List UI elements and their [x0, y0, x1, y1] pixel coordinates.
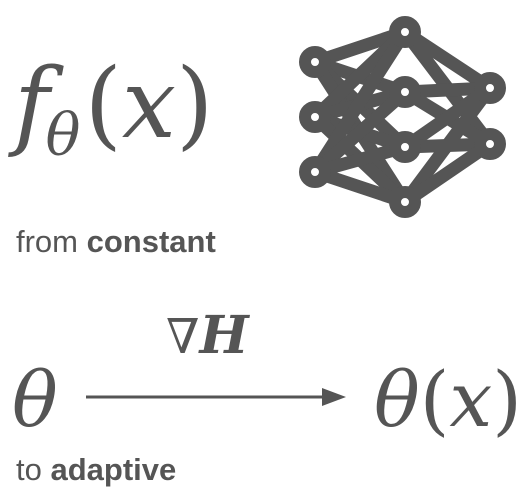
network-node	[389, 76, 421, 108]
caption-to-adaptive: to adaptive	[16, 452, 176, 488]
network-node	[389, 186, 421, 218]
theta-symbol: θ	[374, 355, 420, 444]
arrow-head-icon	[322, 388, 346, 406]
network-node	[299, 156, 331, 188]
network-edge	[308, 25, 412, 179]
network-node	[389, 131, 421, 163]
network-edge	[398, 137, 497, 209]
network-node	[389, 16, 421, 48]
theta-constant: θ	[12, 355, 58, 444]
neural-network-icon	[299, 16, 506, 218]
caption-adaptive-bold: adaptive	[50, 452, 177, 487]
network-edge	[398, 81, 497, 209]
variable-h: H	[199, 305, 249, 366]
theta-of-x: θ(x)	[374, 362, 517, 438]
theta-subscript: θ	[45, 101, 81, 169]
network-node	[474, 128, 506, 160]
caption-from-constant: from constant	[16, 224, 216, 260]
open-paren-right: (	[419, 355, 450, 444]
network-node	[474, 72, 506, 104]
argument-x-right: x	[449, 355, 493, 444]
network-node	[299, 101, 331, 133]
caption-to-text: to	[16, 452, 51, 487]
network-node	[299, 46, 331, 78]
gradient-label: ∇H	[166, 310, 249, 362]
function-symbol: f	[14, 48, 50, 160]
caption-from-text: from	[16, 224, 87, 259]
argument-x: x	[121, 48, 177, 160]
close-paren-right: )	[492, 355, 517, 444]
close-paren: )	[176, 48, 214, 160]
network-edge	[308, 85, 412, 179]
caption-constant-bold: constant	[86, 224, 216, 259]
open-paren: (	[84, 48, 122, 160]
function-formula: fθ(x)	[14, 56, 214, 164]
transition-arrow	[86, 388, 346, 406]
nabla-symbol: ∇	[166, 309, 200, 365]
